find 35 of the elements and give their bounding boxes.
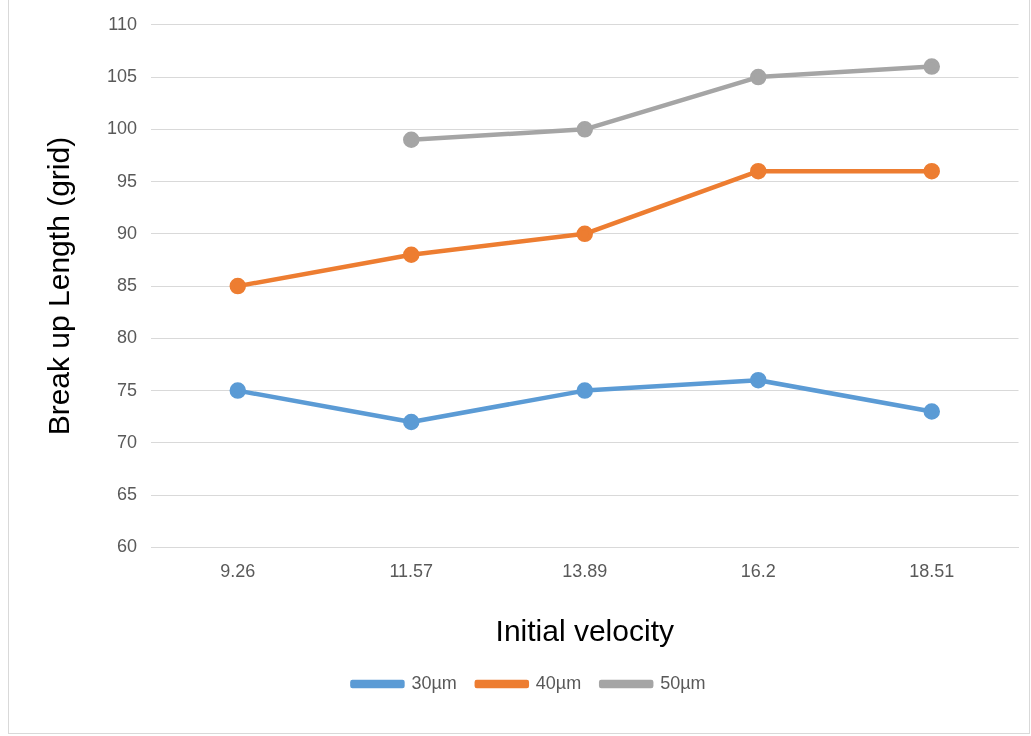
- x-axis-title: Initial velocity: [495, 614, 674, 648]
- point: [576, 382, 594, 399]
- point: [229, 382, 247, 399]
- point: [923, 403, 940, 420]
- y-tick-label: 75: [117, 379, 138, 400]
- point: [229, 277, 247, 295]
- y-tick-label: 90: [117, 222, 138, 243]
- y-tick-label: 60: [117, 536, 138, 557]
- x-tick-label: 9.26: [220, 561, 256, 582]
- legend-label: 40µm: [535, 672, 582, 693]
- y-tick-label: 100: [106, 118, 138, 139]
- point: [576, 225, 594, 243]
- y-tick-label: 70: [117, 431, 138, 452]
- x-tick-label: 13.89: [562, 561, 608, 582]
- legend-label: 30µm: [411, 672, 457, 693]
- point: [750, 162, 767, 180]
- y-tick-label: 110: [108, 13, 138, 34]
- legend-label: 50µm: [660, 672, 706, 693]
- y-tick-label: 65: [117, 484, 138, 505]
- point: [403, 413, 420, 431]
- y-tick-label: 85: [117, 275, 138, 296]
- point: [750, 371, 767, 389]
- y-tick-label: 80: [117, 327, 138, 348]
- x-tick-label: 16.2: [740, 561, 776, 582]
- y-tick-label: 105: [106, 66, 138, 87]
- y-tick-label: 95: [117, 170, 138, 191]
- point: [923, 162, 940, 180]
- point: [923, 58, 940, 75]
- x-tick-label: 18.51: [909, 561, 955, 582]
- point: [750, 68, 767, 86]
- point: [403, 246, 420, 263]
- point: [576, 121, 594, 138]
- point: [403, 131, 420, 149]
- x-tick-label: 11.57: [389, 561, 434, 582]
- y-axis-title: Break up Length (grid): [42, 136, 76, 436]
